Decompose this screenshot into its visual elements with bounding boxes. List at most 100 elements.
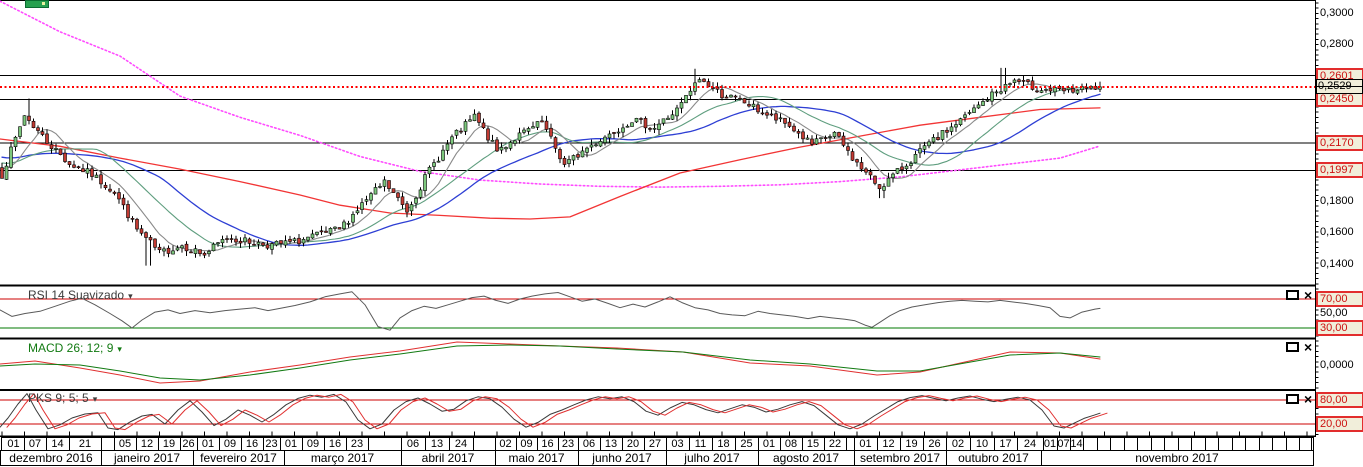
pks-level-label: 20,00 xyxy=(1316,416,1363,432)
date-month-cell: setembro 2017 xyxy=(854,451,947,465)
date-week-cell: 01 xyxy=(280,438,303,450)
date-week-cell xyxy=(1232,438,1246,450)
date-week-cell xyxy=(1151,438,1165,450)
candlestick-series xyxy=(0,67,1102,266)
pane-separator[interactable] xyxy=(0,337,1316,340)
macd-title-label: MACD 26; 12; 9 xyxy=(28,341,114,355)
date-week-cell: 11 xyxy=(689,438,713,450)
date-week-cell: 14 xyxy=(1070,438,1084,450)
macd-signal-line xyxy=(0,344,1101,381)
date-week-cell xyxy=(1164,438,1179,450)
ma-red-long xyxy=(0,107,1101,220)
date-week-cell: 23 xyxy=(263,438,281,450)
indicator-title-rsi: RSI 14 Suavizado ▾ xyxy=(28,289,133,302)
date-week-cell xyxy=(1218,438,1233,450)
rsi-close-button[interactable]: × xyxy=(1304,287,1313,303)
date-week-cell: 16 xyxy=(324,438,347,450)
date-month-cell: março 2017 xyxy=(284,451,402,465)
date-week-cell: 25 xyxy=(735,438,759,450)
date-week-cell: 23 xyxy=(558,438,579,450)
ma-blue xyxy=(1,93,1101,246)
date-week-cell: 21 xyxy=(69,438,102,450)
pks-level-label: 80,00 xyxy=(1316,392,1363,408)
date-week-cell: 15 xyxy=(802,438,825,450)
date-week-cell: 13 xyxy=(600,438,623,450)
price-tick-label: 0,1400 xyxy=(1320,257,1354,270)
date-week-cell: 16 xyxy=(241,438,264,450)
date-week-cell: 01 xyxy=(854,438,878,450)
date-week-cell: 01 xyxy=(758,438,781,450)
rsi-line xyxy=(0,291,1101,331)
date-week-cell: 07 xyxy=(24,438,47,450)
date-week-cell: 09 xyxy=(302,438,325,450)
date-month-cell: julho 2017 xyxy=(666,451,759,465)
macd-level-label: 0,0000 xyxy=(1320,358,1354,371)
rsi-level-label: 30,00 xyxy=(1316,320,1363,336)
date-week-cell: 26 xyxy=(923,438,947,450)
date-week-cell xyxy=(1083,438,1098,450)
pks-close-button[interactable]: × xyxy=(1304,391,1313,407)
date-week-cell: 16 xyxy=(537,438,559,450)
pks-pane-buttons: × xyxy=(1286,391,1313,407)
date-week-cell: 26 xyxy=(180,438,198,450)
current-price-label: 0,2529 xyxy=(1316,78,1363,94)
price-tick-label: 0,1600 xyxy=(1320,226,1354,239)
date-week-cell xyxy=(846,438,855,450)
pane-separator[interactable] xyxy=(0,435,1316,438)
date-week-cell: 24 xyxy=(1017,438,1044,450)
macd-line xyxy=(0,341,1101,384)
pks-dropdown-icon[interactable]: ▾ xyxy=(92,394,98,404)
date-month-cell: fevereiro 2017 xyxy=(193,451,285,465)
indicator-title-pks: PKS 9; 5; 5 ▾ xyxy=(28,392,97,405)
date-week-cell: 19 xyxy=(900,438,924,450)
date-month-cell: abril 2017 xyxy=(401,451,496,465)
date-week-cell: 03 xyxy=(666,438,690,450)
macd-minimize-button[interactable] xyxy=(1286,342,1299,352)
date-week-cell xyxy=(1124,438,1138,450)
date-week-cell xyxy=(1259,438,1273,450)
date-week-cell: 06 xyxy=(578,438,601,450)
date-week-cell: 01 xyxy=(1043,438,1058,450)
date-axis-months[interactable]: dezembro 2016 janeiro 2017 fevereiro 2017 m… xyxy=(0,450,1314,466)
macd-close-button[interactable]: × xyxy=(1304,339,1313,355)
macd-dropdown-icon[interactable]: ▾ xyxy=(117,344,122,354)
date-month-cell: janeiro 2017 xyxy=(101,451,194,465)
pks-title-label: PKS 9; 5; 5 xyxy=(28,391,89,405)
date-week-cell: 09 xyxy=(219,438,242,450)
date-axis-days[interactable]: 01 07 14 21 05 12 19 26 01 09 16 23 01 09 16 23 06 13 24 02… xyxy=(1,437,1314,450)
macd-pane-buttons: × xyxy=(1286,339,1313,355)
date-week-cell: 12 xyxy=(136,438,159,450)
chart-canvas[interactable] xyxy=(0,0,1363,437)
pane-separator[interactable] xyxy=(0,284,1316,287)
date-week-cell: 19 xyxy=(158,438,181,450)
rsi-pane-buttons: × xyxy=(1286,287,1313,303)
date-week-cell: 02 xyxy=(946,438,971,450)
date-month-cell: novembro 2017 xyxy=(1041,451,1314,465)
date-month-cell: maio 2017 xyxy=(495,451,579,465)
date-week-cell: 22 xyxy=(824,438,847,450)
price-tick-label: 0,3000 xyxy=(1320,6,1354,19)
price-level-label: 0,2170 xyxy=(1316,135,1363,152)
date-week-cell xyxy=(1178,438,1192,450)
pane-separator[interactable] xyxy=(0,389,1316,391)
date-week-cell xyxy=(1191,438,1206,450)
date-month-cell: outubro 2017 xyxy=(946,451,1042,465)
date-week-cell xyxy=(1286,438,1300,450)
date-week-cell: 18 xyxy=(712,438,736,450)
rsi-level-label: 70,00 xyxy=(1316,291,1363,307)
date-week-cell xyxy=(1299,438,1312,450)
date-week-cell: 01 xyxy=(197,438,220,450)
rsi-minimize-button[interactable] xyxy=(1286,290,1299,300)
pks-signal-line xyxy=(6,393,1108,431)
date-week-cell: 01 xyxy=(3,438,25,450)
rsi-dropdown-icon[interactable]: ▾ xyxy=(128,291,133,301)
date-week-cell: 14 xyxy=(46,438,70,450)
date-week-cell xyxy=(473,438,496,450)
chart-object-marker[interactable] xyxy=(25,0,49,8)
date-week-cell: 27 xyxy=(644,438,667,450)
date-week-cell: 12 xyxy=(877,438,901,450)
date-week-cell xyxy=(1137,438,1152,450)
pks-minimize-button[interactable] xyxy=(1286,394,1299,404)
date-week-cell xyxy=(1205,438,1219,450)
indicator-title-macd: MACD 26; 12; 9 ▾ xyxy=(28,342,122,355)
